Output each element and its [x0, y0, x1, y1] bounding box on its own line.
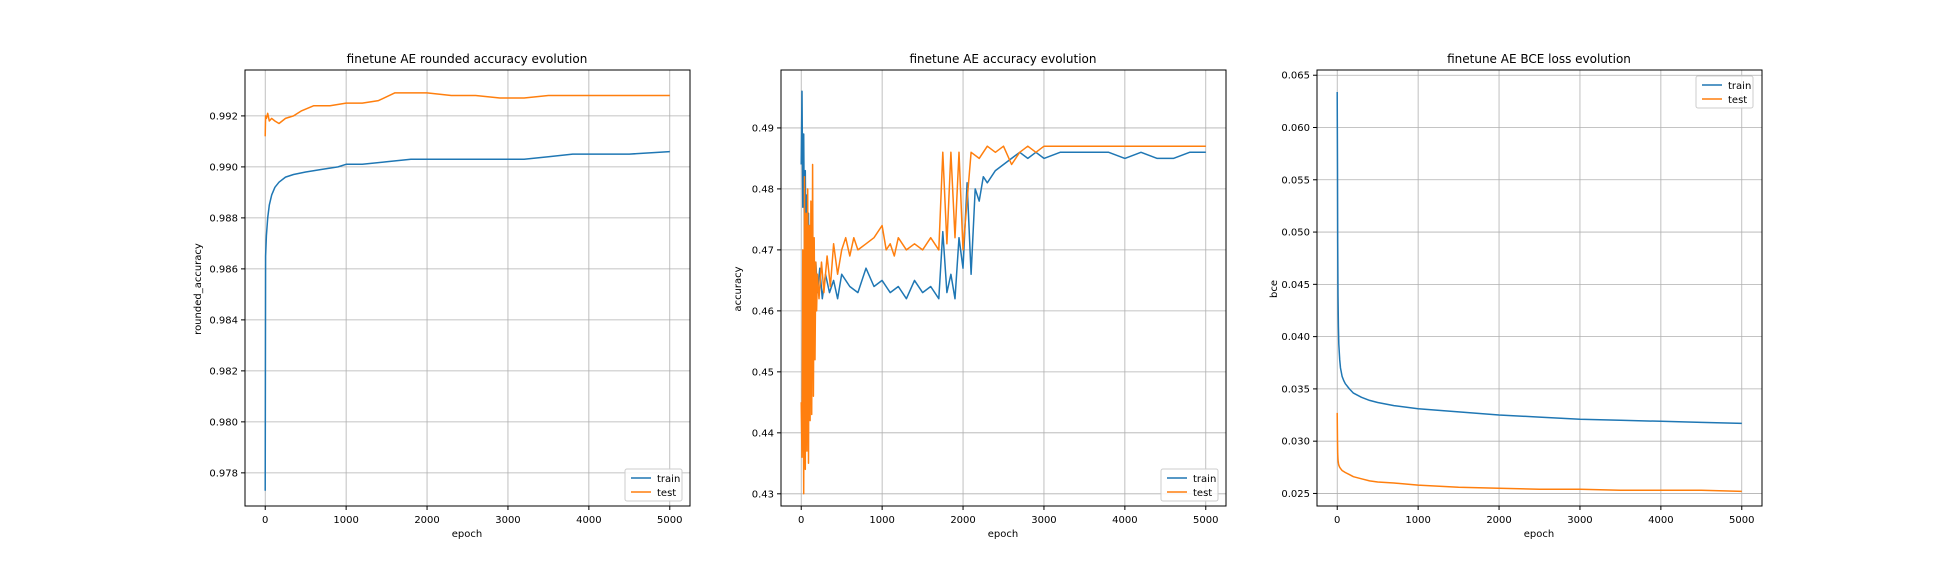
- series-line-test: [800, 145, 1206, 495]
- y-tick-label: 0.48: [752, 184, 774, 195]
- x-axis-title: epoch: [452, 529, 482, 540]
- x-tick-label: 5000: [657, 515, 682, 526]
- legend-label-train: train: [1193, 474, 1216, 485]
- series-line-test: [264, 92, 670, 137]
- y-tick-label: 0.988: [209, 213, 238, 224]
- legend-label-test: test: [657, 488, 676, 499]
- x-tick-label: 4000: [576, 515, 601, 526]
- x-tick-label: 1000: [1405, 515, 1430, 526]
- y-tick-label: 0.47: [752, 245, 774, 256]
- plot-frame: [244, 69, 691, 507]
- accuracy-chart: finetune AE accuracy evolution epoch acc…: [733, 52, 1227, 540]
- x-tick-label: 2000: [414, 515, 439, 526]
- x-tick-label: 4000: [1648, 515, 1673, 526]
- y-tick-label: 0.49: [752, 123, 774, 134]
- y-axis-title: accuracy: [733, 266, 744, 311]
- y-tick-label: 0.065: [1281, 71, 1310, 82]
- y-tick-label: 0.030: [1281, 437, 1310, 448]
- y-tick-label: 0.025: [1281, 489, 1310, 500]
- y-tick-label: 0.982: [209, 366, 238, 377]
- y-tick-label: 0.990: [209, 162, 238, 173]
- plot-frame: [780, 69, 1227, 507]
- y-tick-label: 0.992: [209, 111, 238, 122]
- x-tick-label: 4000: [1112, 515, 1137, 526]
- y-tick-label: 0.45: [752, 367, 774, 378]
- legend-box: [624, 468, 683, 502]
- y-tick-label: 0.980: [209, 417, 238, 428]
- y-tick-label: 0.060: [1281, 123, 1310, 134]
- chart-title: finetune AE rounded accuracy evolution: [347, 52, 588, 66]
- bce-loss-chart: finetune AE BCE loss evolution epoch bce…: [1269, 52, 1763, 540]
- x-tick-label: 3000: [1031, 515, 1056, 526]
- chart-title: finetune AE BCE loss evolution: [1447, 52, 1631, 66]
- y-axis-title: bce: [1269, 280, 1280, 298]
- legend-label-train: train: [1728, 81, 1751, 92]
- legend-box: [1695, 75, 1754, 109]
- rounded-accuracy-chart: finetune AE rounded accuracy evolution e…: [193, 52, 691, 540]
- y-tick-label: 0.978: [209, 468, 238, 479]
- x-tick-label: 0: [798, 515, 804, 526]
- y-tick-label: 0.44: [752, 428, 774, 439]
- y-tick-label: 0.040: [1281, 332, 1310, 343]
- chart-legend: train test: [624, 468, 683, 502]
- series-line-test: [1336, 412, 1742, 493]
- y-tick-label: 0.986: [209, 264, 238, 275]
- x-tick-label: 5000: [1193, 515, 1218, 526]
- x-tick-label: 0: [1334, 515, 1340, 526]
- y-tick-label: 0.045: [1281, 280, 1310, 291]
- x-axis-title: epoch: [988, 529, 1018, 540]
- series-line-train: [264, 150, 670, 491]
- legend-label-test: test: [1728, 95, 1747, 106]
- series-line-train: [1336, 91, 1742, 425]
- y-tick-label: 0.984: [209, 315, 238, 326]
- x-tick-label: 1000: [333, 515, 358, 526]
- y-tick-label: 0.035: [1281, 384, 1310, 395]
- x-tick-label: 0: [262, 515, 268, 526]
- y-axis-title: rounded_accuracy: [193, 243, 204, 335]
- plot-frame: [1316, 69, 1763, 507]
- x-tick-label: 2000: [950, 515, 975, 526]
- x-tick-label: 2000: [1486, 515, 1511, 526]
- chart-title: finetune AE accuracy evolution: [910, 52, 1097, 66]
- x-axis-title: epoch: [1524, 529, 1554, 540]
- legend-box: [1160, 468, 1219, 502]
- chart-legend: train test: [1695, 75, 1754, 109]
- x-tick-label: 5000: [1729, 515, 1754, 526]
- legend-label-train: train: [657, 474, 680, 485]
- chart-legend: train test: [1160, 468, 1219, 502]
- x-tick-label: 1000: [869, 515, 894, 526]
- y-tick-label: 0.050: [1281, 228, 1310, 239]
- x-tick-label: 3000: [1567, 515, 1592, 526]
- y-tick-label: 0.055: [1281, 175, 1310, 186]
- y-tick-label: 0.46: [752, 306, 774, 317]
- y-tick-label: 0.43: [752, 489, 774, 500]
- legend-label-test: test: [1193, 488, 1212, 499]
- x-tick-label: 3000: [495, 515, 520, 526]
